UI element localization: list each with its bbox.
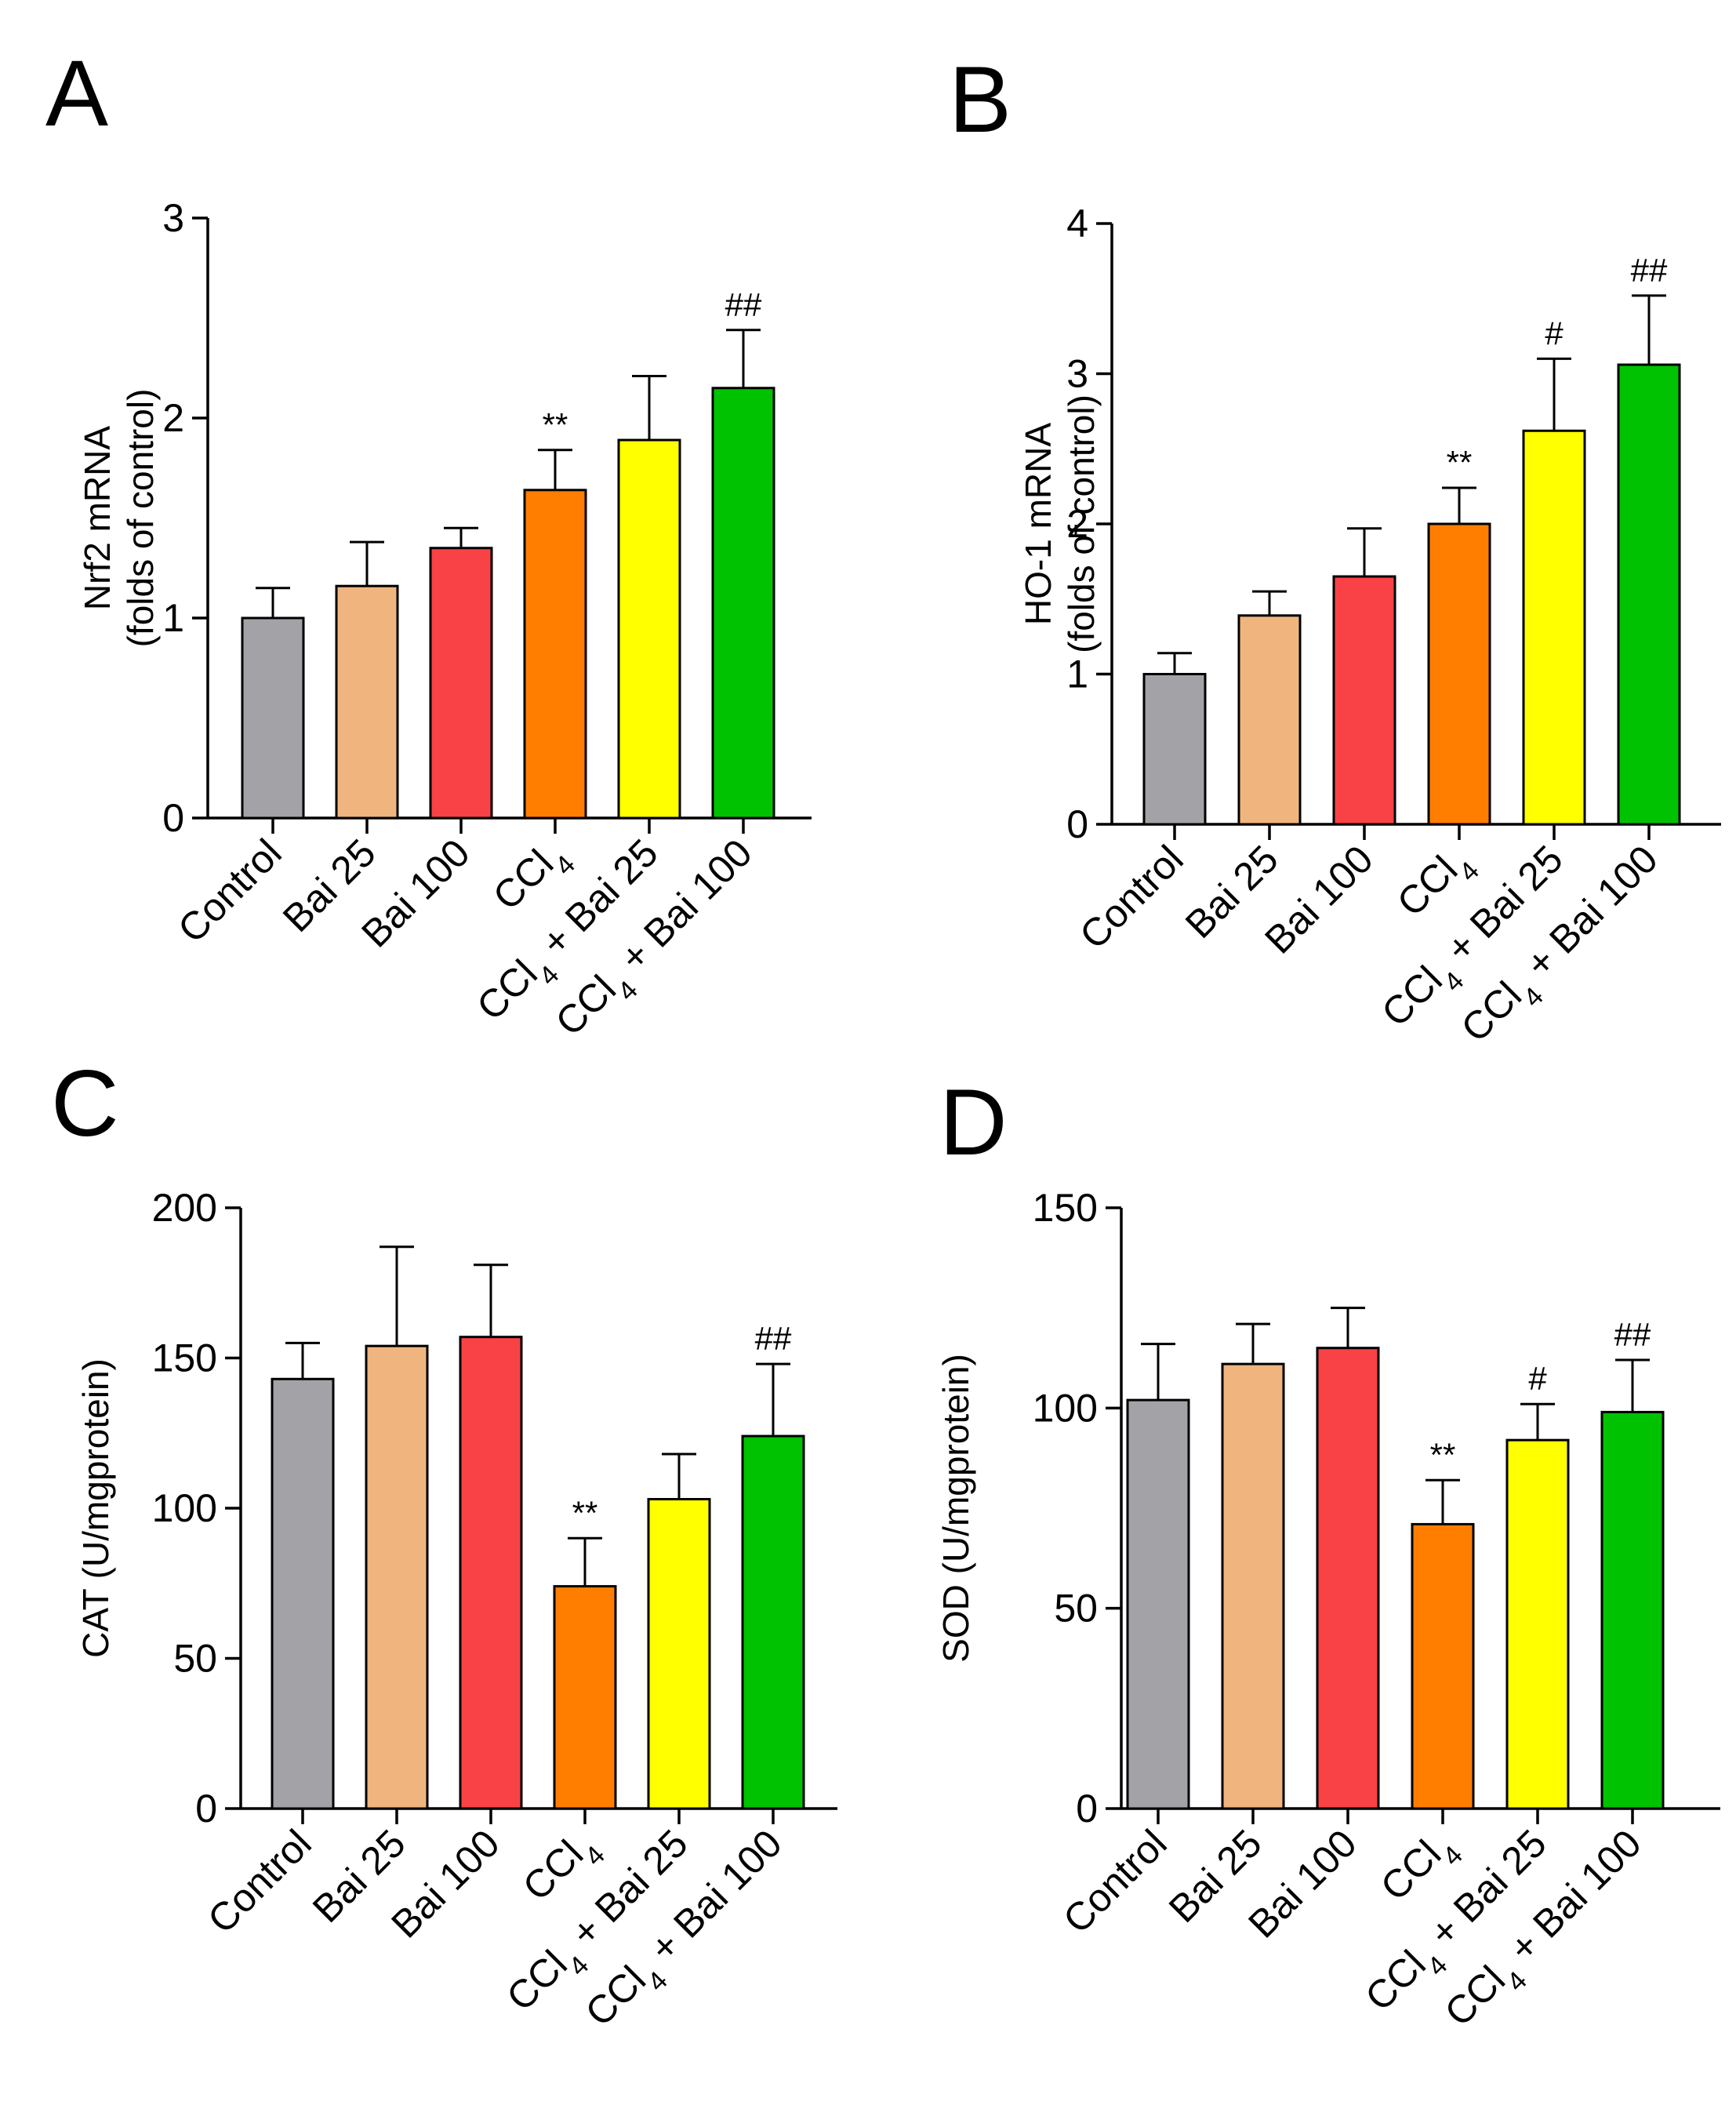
- significance-mark: ##: [725, 286, 762, 323]
- y-tick-label: 0: [162, 796, 184, 840]
- bar: [1126, 1398, 1190, 1810]
- panel-c: C 0 50 100 150 200 CAT (U/mgprotein) Control Bai…: [51, 1051, 837, 2034]
- bar: [553, 1585, 617, 1810]
- y-tick-label: 2: [162, 396, 184, 440]
- panel-letter: B: [949, 47, 1011, 152]
- bar: [459, 1336, 523, 1810]
- bar: [1316, 1347, 1380, 1810]
- y-tick-label: 0: [195, 1787, 217, 1831]
- significance-mark: #: [1545, 314, 1563, 351]
- significance-mark: ##: [1631, 252, 1668, 289]
- significance-mark: **: [1447, 444, 1473, 481]
- bar: [1142, 673, 1207, 826]
- y-tick-label: 0: [1076, 1787, 1098, 1831]
- panel-letter: D: [939, 1070, 1008, 1175]
- y-tick-label: 50: [173, 1637, 217, 1681]
- y-axis-title: CAT (U/mgprotein): [75, 1358, 116, 1658]
- y-axis-subtitle: (folds of control): [1061, 394, 1102, 653]
- panel-letter: A: [45, 41, 108, 146]
- category-label: Control: [169, 831, 290, 951]
- bar: [617, 438, 681, 820]
- category-label: Bai 100: [1256, 837, 1382, 962]
- significance-mark: **: [572, 1494, 598, 1531]
- bar: [1427, 522, 1491, 826]
- bar: [429, 547, 493, 820]
- y-axis-title: HO-1 mRNA: [1018, 423, 1059, 625]
- y-tick-label: 3: [1066, 352, 1088, 396]
- category-label: Control: [1071, 837, 1192, 958]
- category-label: Control: [199, 1821, 320, 1942]
- y-tick-label: 1: [1066, 653, 1088, 696]
- category-label: Bai 100: [1240, 1821, 1365, 1947]
- bar: [1600, 1410, 1665, 1810]
- bar: [335, 584, 399, 820]
- y-axis-title: SOD (U/mgprotein): [935, 1354, 976, 1663]
- bar: [241, 616, 305, 820]
- y-axis-subtitle: (folds of control): [120, 389, 161, 648]
- bar: [523, 489, 587, 820]
- y-tick-label: 150: [1033, 1186, 1098, 1230]
- bar: [647, 1498, 711, 1810]
- significance-mark: ##: [755, 1320, 792, 1357]
- significance-mark: **: [543, 406, 568, 443]
- category-label: Bai 100: [383, 1821, 508, 1947]
- bar: [1617, 363, 1681, 826]
- significance-mark: #: [1528, 1360, 1547, 1397]
- category-label: Control: [1055, 1821, 1175, 1942]
- y-tick-label: 1: [162, 596, 184, 640]
- panel-letter: C: [51, 1051, 119, 1156]
- y-tick-label: 0: [1066, 802, 1088, 846]
- y-tick-label: 3: [162, 196, 184, 240]
- y-tick-label: 150: [152, 1336, 217, 1380]
- panel-a: A 0 1 2 3 Nrf2 mRNA (folds of control) Control B…: [45, 41, 812, 1044]
- bar: [271, 1377, 335, 1810]
- panel-b: B 0 1 2 3 4 HO-1 mRNA (folds of control) Control…: [949, 47, 1721, 1050]
- bar: [1411, 1522, 1475, 1810]
- y-tick-label: 4: [1066, 202, 1088, 245]
- y-tick-label: 200: [152, 1186, 217, 1230]
- bar: [1332, 575, 1396, 826]
- bar: [1221, 1362, 1285, 1810]
- bar: [365, 1344, 429, 1810]
- y-tick-label: 100: [152, 1486, 217, 1530]
- bar: [741, 1434, 805, 1810]
- significance-mark: ##: [1614, 1316, 1651, 1353]
- y-tick-label: 2: [1066, 502, 1088, 546]
- bar: [711, 387, 775, 820]
- y-tick-label: 100: [1033, 1386, 1098, 1430]
- y-axis-title: Nrf2 mRNA: [77, 426, 118, 610]
- category-label: Bai 100: [353, 831, 478, 956]
- bar: [1522, 429, 1586, 826]
- significance-mark: **: [1430, 1436, 1456, 1473]
- bar: [1237, 614, 1302, 826]
- bar: [1505, 1438, 1570, 1810]
- y-tick-label: 50: [1054, 1587, 1098, 1631]
